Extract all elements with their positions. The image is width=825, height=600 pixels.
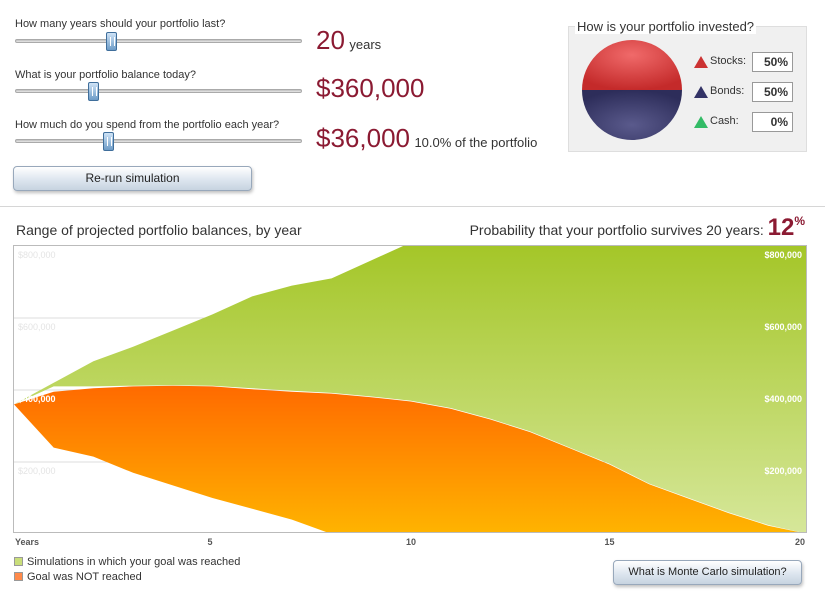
section-divider [0, 206, 825, 207]
x-axis-labels: Years 5 10 15 20 [13, 537, 807, 551]
bonds-triangle-icon [694, 86, 708, 98]
legend-swatch-green [14, 557, 23, 566]
projection-chart-svg: $800,000 $800,000 $600,000 $600,000 $400,000… [14, 246, 806, 532]
y-tick-label-right: $800,000 [764, 250, 802, 260]
pie-slice-bonds [582, 90, 682, 140]
balance-value: $360,000 [316, 73, 425, 103]
bonds-input[interactable]: 50% [752, 82, 793, 102]
legend-swatch-orange [14, 572, 23, 581]
y-tick-label-left: $400,000 [18, 394, 56, 404]
y-tick-label-left: $800,000 [18, 250, 56, 260]
y-tick-label-right: $600,000 [764, 322, 802, 332]
pie-slice-stocks [582, 40, 682, 90]
area-goal-not-reached [14, 385, 799, 532]
balance-slider-thumb[interactable] [88, 82, 100, 101]
question-years: How many years should your portfolio las… [15, 18, 226, 30]
legend-item-reached: Simulations in which your goal was reach… [14, 556, 240, 568]
years-slider[interactable] [15, 32, 302, 51]
balance-slider[interactable] [15, 82, 302, 101]
projection-chart: $800,000 $800,000 $600,000 $600,000 $400,000… [13, 245, 807, 533]
years-slider-thumb[interactable] [105, 32, 117, 51]
years-value: 20 years [316, 25, 382, 55]
allocation-title: How is your portfolio invested? [575, 19, 757, 34]
spending-slider[interactable] [15, 132, 302, 151]
x-tick-label: 20 [795, 537, 806, 547]
rerun-button[interactable]: Re-run simulation [13, 166, 252, 191]
y-tick-label-right: $400,000 [764, 394, 802, 404]
question-balance: What is your portfolio balance today? [15, 69, 196, 81]
x-tick-label: 10 [406, 537, 417, 547]
x-axis-label: Years [15, 537, 40, 547]
legend-item-not-reached: Goal was NOT reached [14, 571, 142, 583]
spending-slider-thumb[interactable] [102, 132, 114, 151]
chart-title: Range of projected portfolio balances, b… [16, 222, 302, 238]
spending-value: $36,000 10.0% of the portfolio [316, 123, 538, 153]
survival-probability: Probability that your portfolio survives… [469, 214, 805, 241]
stocks-triangle-icon [694, 56, 708, 68]
probability-value: 12 [767, 214, 795, 241]
cash-triangle-icon [694, 116, 708, 128]
y-tick-label-left: $600,000 [18, 322, 56, 332]
x-tick-label: 5 [207, 537, 213, 547]
area-goal-reached [14, 246, 806, 532]
question-spending: How much do you spend from the portfolio… [15, 119, 280, 131]
y-tick-label-right: $200,000 [764, 466, 802, 476]
x-tick-label: 15 [604, 537, 615, 547]
y-tick-label-left: $200,000 [18, 466, 56, 476]
allocation-pie-chart [582, 40, 682, 140]
cash-input[interactable]: 0% [752, 112, 793, 132]
stocks-input[interactable]: 50% [752, 52, 793, 72]
monte-carlo-button[interactable]: What is Monte Carlo simulation? [613, 560, 802, 585]
